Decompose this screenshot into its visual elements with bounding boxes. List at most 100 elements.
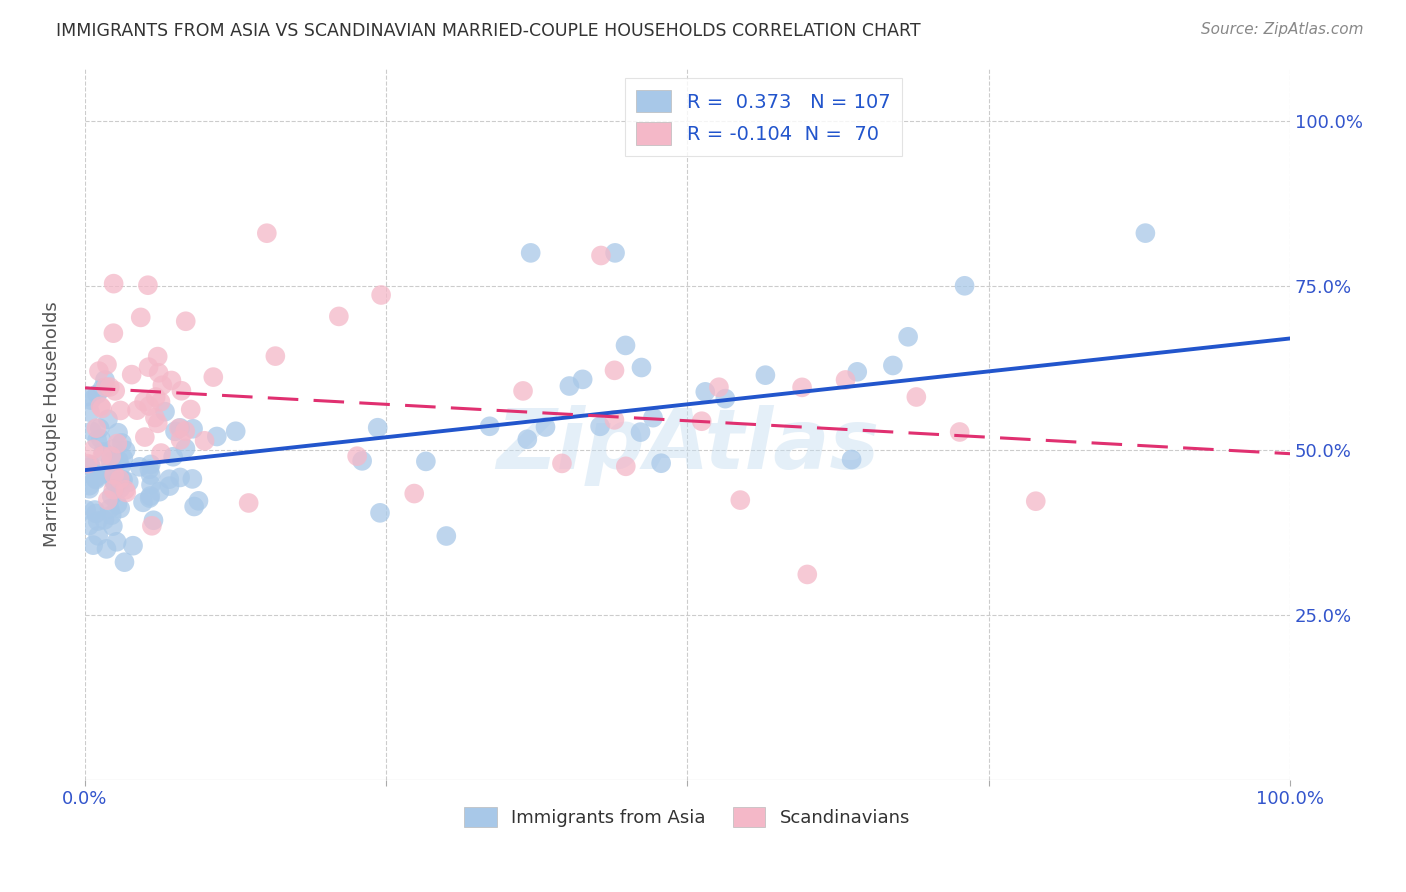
Point [841,452,863,467]
Point [174,424,197,438]
Point [108,501,131,516]
Point [174,314,197,328]
Point [730,493,752,508]
Point [110,403,132,417]
Point [370,288,392,302]
Point [101,519,124,533]
Point [138,462,160,476]
Text: ZipAtlas: ZipAtlas [496,405,879,486]
Point [100,508,122,522]
Point [238,496,260,510]
Point [82,538,104,552]
Point [367,420,389,434]
Point [91,381,114,395]
Point [82,442,104,457]
Point [108,472,131,486]
Text: Source: ZipAtlas.com: Source: ZipAtlas.com [1201,22,1364,37]
Point [105,436,128,450]
Point [352,454,374,468]
Point [111,436,134,450]
Point [132,394,155,409]
Point [170,384,193,398]
Point [160,374,183,388]
Point [690,414,713,428]
Point [108,474,131,488]
Y-axis label: Married-couple Households: Married-couple Households [44,301,60,547]
Point [101,442,124,457]
Point [79,405,101,419]
Point [90,432,112,446]
Point [641,410,664,425]
Point [141,518,163,533]
Point [905,390,928,404]
Point [603,413,626,427]
Point [80,459,103,474]
Point [143,410,166,425]
Point [103,326,125,341]
Point [121,368,143,382]
Point [134,430,156,444]
Point [96,358,118,372]
Point [146,350,169,364]
Point [87,529,110,543]
Point [415,454,437,468]
Point [167,421,190,435]
Point [754,368,776,383]
Point [83,503,105,517]
Point [558,379,581,393]
Point [142,513,165,527]
Point [139,458,162,472]
Point [129,310,152,325]
Point [105,497,128,511]
Point [100,450,122,464]
Point [103,277,125,291]
Point [153,405,176,419]
Point [187,493,209,508]
Point [194,434,217,448]
Point [169,421,191,435]
Point [118,475,141,490]
Point [94,373,117,387]
Point [434,529,457,543]
Point [139,468,162,483]
Point [169,470,191,484]
Point [128,459,150,474]
Point [150,446,173,460]
Point [138,399,160,413]
Point [150,378,173,392]
Point [650,456,672,470]
Point [346,449,368,463]
Legend: Immigrants from Asia, Scandinavians: Immigrants from Asia, Scandinavians [457,799,918,835]
Point [110,476,132,491]
Point [169,433,191,447]
Point [551,456,574,470]
Point [79,458,101,472]
Point [796,567,818,582]
Point [478,419,501,434]
Point [1025,494,1047,508]
Point [84,473,107,487]
Point [96,541,118,556]
Point [603,245,626,260]
Point [76,457,98,471]
Point [91,401,114,416]
Point [630,360,652,375]
Point [84,471,107,485]
Point [157,472,180,486]
Point [103,467,125,482]
Point [589,248,612,262]
Point [79,482,101,496]
Point [790,380,813,394]
Point [100,468,122,483]
Point [695,384,717,399]
Point [146,417,169,431]
Point [159,479,181,493]
Point [174,442,197,456]
Point [589,419,612,434]
Point [115,485,138,500]
Point [112,451,135,466]
Point [91,449,114,463]
Point [110,482,132,496]
Point [202,370,225,384]
Point [714,392,737,406]
